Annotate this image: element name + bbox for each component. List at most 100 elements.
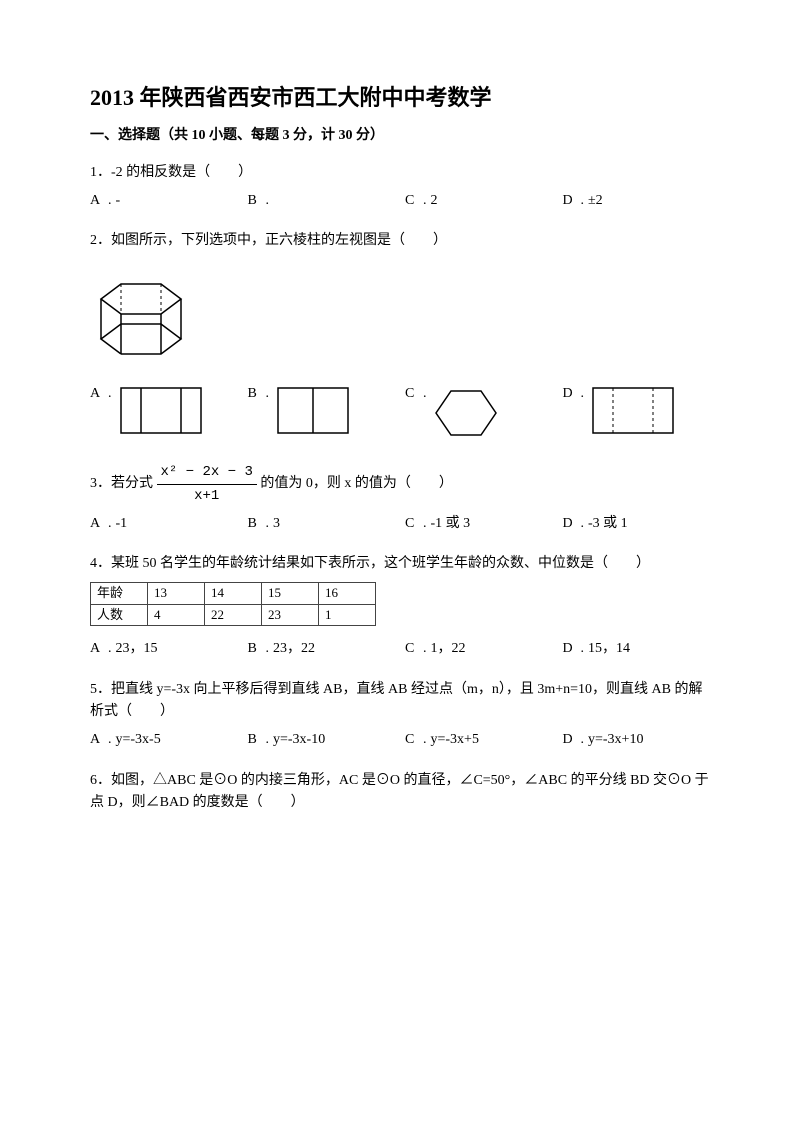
option-dot: .: [266, 190, 270, 212]
q6-stem: 6．如图，△ABC 是⊙O 的内接三角形，AC 是⊙O 的直径，∠C=50°，∠…: [90, 770, 710, 815]
table-cell: 13: [148, 582, 205, 604]
option-value: 23，15: [116, 638, 238, 660]
option-dot: .: [423, 638, 427, 660]
q2-option-c: C.: [405, 383, 553, 443]
q3-option-d: D.-3 或 1: [563, 513, 711, 535]
option-label: A: [90, 383, 104, 443]
option-dot: .: [108, 513, 112, 535]
fraction-icon: x² − 2x − 3 x+1: [157, 461, 257, 507]
view-option-b-icon: [273, 383, 353, 438]
option-dot: .: [581, 190, 585, 212]
option-label: A: [90, 729, 104, 751]
page-title: 2013 年陕西省西安市西工大附中中考数学: [90, 80, 710, 115]
question-4: 4．某班 50 名学生的年龄统计结果如下表所示，这个班学生年龄的众数、中位数是（…: [90, 553, 710, 660]
view-option-d-icon: [588, 383, 678, 438]
option-value: 2: [431, 190, 553, 212]
q1-option-c: C. 2: [405, 190, 553, 212]
q3-option-c: C.-1 或 3: [405, 513, 553, 535]
table-cell: 4: [148, 604, 205, 626]
table-cell: 15: [262, 582, 319, 604]
fraction-numerator: x² − 2x − 3: [157, 461, 257, 484]
option-dot: .: [108, 190, 112, 212]
age-table: 年龄 13 14 15 16 人数 4 22 23 1: [90, 582, 376, 627]
option-value: ±2: [588, 190, 710, 212]
option-dot: .: [266, 638, 270, 660]
q5-option-d: D.y=-3x+10: [563, 729, 711, 751]
q5-options: A.y=-3x-5 B.y=-3x-10 C.y=-3x+5 D.y=-3x+1…: [90, 729, 710, 751]
option-value: -3 或 1: [588, 513, 710, 535]
option-dot: .: [423, 190, 427, 212]
option-value: y=-3x-10: [273, 729, 395, 751]
table-cell: 16: [319, 582, 376, 604]
option-label: B: [248, 729, 262, 751]
question-1: 1．-2 的相反数是（ ） A. - B. C. 2 D. ±2: [90, 162, 710, 213]
q2-stem: 2．如图所示，下列选项中，正六棱柱的左视图是（ ）: [90, 230, 710, 252]
option-value: y=-3x+10: [588, 729, 710, 751]
q2-option-a: A.: [90, 383, 238, 443]
option-label: C: [405, 383, 419, 443]
question-2: 2．如图所示，下列选项中，正六棱柱的左视图是（ ） A. B.: [90, 230, 710, 443]
q1-options: A. - B. C. 2 D. ±2: [90, 190, 710, 212]
option-dot: .: [581, 638, 585, 660]
option-dot: .: [581, 513, 585, 535]
option-label: D: [563, 638, 577, 660]
option-value: -1 或 3: [431, 513, 553, 535]
option-label: D: [563, 513, 577, 535]
q3-stem-pre: 3．若分式: [90, 476, 153, 491]
option-value: 23，22: [273, 638, 395, 660]
option-value: -: [116, 190, 238, 212]
q2-option-b: B.: [248, 383, 396, 443]
q4-option-d: D.15，14: [563, 638, 711, 660]
option-dot: .: [581, 729, 585, 751]
option-label: C: [405, 190, 419, 212]
q1-option-d: D. ±2: [563, 190, 711, 212]
option-label: B: [248, 190, 262, 212]
option-value: [273, 190, 395, 212]
option-label: C: [405, 513, 419, 535]
q2-options: A. B. C. D.: [90, 383, 710, 443]
q3-option-a: A.-1: [90, 513, 238, 535]
option-value: y=-3x-5: [116, 729, 238, 751]
option-dot: .: [423, 513, 427, 535]
q3-stem-post: 的值为 0，则 x 的值为（ ）: [260, 476, 453, 491]
option-value: 3: [273, 513, 395, 535]
q3-options: A.-1 B.3 C.-1 或 3 D.-3 或 1: [90, 513, 710, 535]
section-heading: 一、选择题（共 10 小题、每题 3 分，计 30 分）: [90, 125, 710, 147]
option-value: -1: [116, 513, 238, 535]
q4-option-b: B.23，22: [248, 638, 396, 660]
q4-option-c: C.1，22: [405, 638, 553, 660]
option-value: y=-3x+5: [431, 729, 553, 751]
q4-option-a: A.23，15: [90, 638, 238, 660]
option-value: 15，14: [588, 638, 710, 660]
option-dot: .: [423, 383, 427, 443]
option-label: A: [90, 513, 104, 535]
q1-option-a: A. -: [90, 190, 238, 212]
option-dot: .: [108, 383, 112, 443]
q2-option-d: D.: [563, 383, 711, 443]
option-dot: .: [108, 638, 112, 660]
option-dot: .: [423, 729, 427, 751]
view-option-a-icon: [116, 383, 206, 438]
fraction-denominator: x+1: [157, 485, 257, 507]
option-dot: .: [266, 513, 270, 535]
table-cell: 1: [319, 604, 376, 626]
q5-option-a: A.y=-3x-5: [90, 729, 238, 751]
q1-option-b: B.: [248, 190, 396, 212]
table-cell: 人数: [91, 604, 148, 626]
q4-stem: 4．某班 50 名学生的年龄统计结果如下表所示，这个班学生年龄的众数、中位数是（…: [90, 553, 710, 575]
option-label: C: [405, 638, 419, 660]
hexagonal-prism-icon: [96, 259, 710, 377]
q5-option-c: C.y=-3x+5: [405, 729, 553, 751]
q1-stem: 1．-2 的相反数是（ ）: [90, 162, 710, 184]
table-cell: 22: [205, 604, 262, 626]
view-option-c-icon: [431, 383, 501, 443]
table-row: 人数 4 22 23 1: [91, 604, 376, 626]
q4-options: A.23，15 B.23，22 C.1，22 D.15，14: [90, 638, 710, 660]
table-cell: 23: [262, 604, 319, 626]
option-dot: .: [266, 729, 270, 751]
option-label: D: [563, 190, 577, 212]
table-cell: 14: [205, 582, 262, 604]
q3-option-b: B.3: [248, 513, 396, 535]
table-row: 年龄 13 14 15 16: [91, 582, 376, 604]
table-cell: 年龄: [91, 582, 148, 604]
